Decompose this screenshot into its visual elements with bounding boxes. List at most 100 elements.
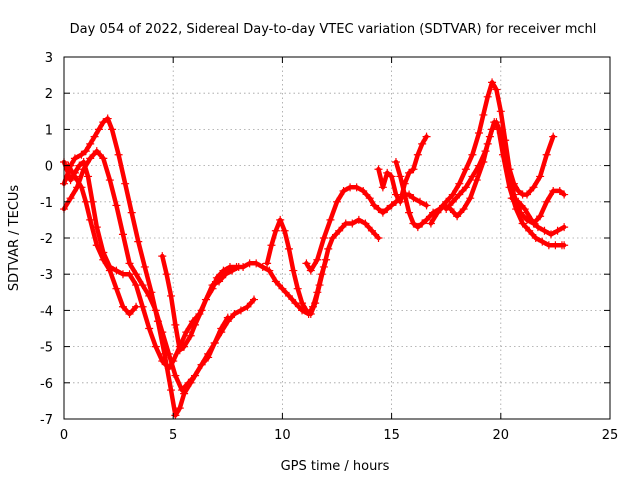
data-point bbox=[335, 226, 344, 235]
data-point bbox=[383, 168, 392, 177]
data-point bbox=[230, 310, 239, 319]
data-point bbox=[127, 208, 136, 217]
data-point bbox=[492, 85, 501, 94]
data-point bbox=[523, 190, 532, 199]
data-point bbox=[468, 172, 477, 181]
data-point bbox=[455, 190, 464, 199]
data-point bbox=[533, 223, 542, 232]
data-point bbox=[243, 302, 252, 311]
series-pass-4 bbox=[64, 161, 141, 319]
data-point bbox=[186, 331, 195, 340]
data-point bbox=[426, 219, 435, 228]
data-point bbox=[158, 357, 167, 366]
data-point bbox=[81, 147, 90, 156]
data-point bbox=[324, 244, 333, 253]
data-point bbox=[538, 237, 547, 246]
data-point bbox=[409, 194, 418, 203]
series-pass-7 bbox=[302, 183, 431, 275]
data-point bbox=[413, 150, 422, 159]
data-point bbox=[212, 273, 221, 282]
data-point bbox=[118, 230, 127, 239]
data-point bbox=[108, 125, 117, 134]
y-tick-label: -1 bbox=[40, 196, 53, 211]
data-point bbox=[525, 226, 534, 235]
data-point bbox=[494, 125, 503, 134]
data-point bbox=[125, 310, 134, 319]
data-point bbox=[518, 219, 527, 228]
data-point bbox=[442, 205, 451, 214]
data-point bbox=[121, 179, 130, 188]
data-point bbox=[560, 190, 569, 199]
data-point bbox=[370, 201, 379, 210]
data-point bbox=[555, 186, 564, 195]
data-point bbox=[319, 262, 328, 271]
data-point bbox=[162, 270, 171, 279]
data-point bbox=[223, 317, 232, 326]
data-point bbox=[99, 255, 108, 264]
data-point bbox=[158, 252, 167, 261]
data-point bbox=[175, 404, 184, 413]
data-point bbox=[542, 150, 551, 159]
data-point bbox=[239, 262, 248, 271]
data-point bbox=[201, 295, 210, 304]
data-point bbox=[289, 266, 298, 275]
data-point bbox=[481, 147, 490, 156]
y-tick-label: -2 bbox=[40, 232, 53, 247]
data-point bbox=[505, 183, 514, 192]
data-point bbox=[365, 194, 374, 203]
data-point bbox=[387, 172, 396, 181]
series-trace-line bbox=[61, 148, 257, 393]
data-point bbox=[374, 234, 383, 242]
data-point bbox=[459, 205, 468, 214]
data-point bbox=[422, 201, 431, 210]
data-point bbox=[252, 259, 261, 268]
data-point bbox=[418, 219, 427, 228]
data-point bbox=[191, 371, 200, 380]
data-point bbox=[507, 194, 516, 203]
data-point bbox=[105, 266, 114, 275]
data-point bbox=[164, 349, 173, 358]
x-tick-label: 10 bbox=[274, 428, 291, 443]
data-point bbox=[387, 201, 396, 210]
data-point bbox=[92, 147, 101, 156]
data-point bbox=[400, 190, 409, 199]
data-point bbox=[258, 262, 267, 271]
data-point bbox=[66, 194, 75, 203]
data-point bbox=[520, 205, 529, 214]
data-point bbox=[461, 183, 470, 192]
data-point bbox=[191, 320, 200, 329]
data-point bbox=[560, 241, 569, 250]
x-tick-label: 25 bbox=[602, 428, 619, 443]
data-point bbox=[448, 197, 457, 206]
x-tick-label: 15 bbox=[383, 428, 400, 443]
data-point bbox=[405, 168, 414, 177]
data-point bbox=[263, 259, 272, 268]
grid-lines bbox=[64, 57, 610, 419]
data-point bbox=[86, 215, 95, 224]
data-point bbox=[79, 157, 88, 166]
data-point bbox=[433, 208, 442, 217]
y-tick-label: -6 bbox=[40, 377, 53, 392]
data-point bbox=[140, 262, 149, 271]
data-point bbox=[151, 342, 160, 351]
data-point bbox=[210, 338, 219, 347]
data-point bbox=[313, 255, 322, 264]
data-point bbox=[81, 197, 90, 206]
data-point bbox=[512, 205, 521, 214]
data-point bbox=[171, 320, 180, 329]
data-point bbox=[422, 215, 431, 224]
data-point bbox=[208, 284, 217, 293]
data-point bbox=[352, 183, 361, 192]
data-point bbox=[171, 371, 180, 380]
data-point bbox=[302, 306, 311, 315]
data-point bbox=[514, 186, 523, 195]
data-point bbox=[167, 291, 176, 300]
data-point bbox=[180, 342, 189, 351]
data-point bbox=[204, 349, 213, 358]
data-point bbox=[496, 107, 505, 116]
data-point bbox=[298, 299, 307, 308]
data-point bbox=[455, 179, 464, 188]
y-tick-label: 2 bbox=[45, 87, 53, 102]
data-point bbox=[169, 357, 178, 366]
x-axis-label: GPS time / hours bbox=[281, 459, 390, 474]
